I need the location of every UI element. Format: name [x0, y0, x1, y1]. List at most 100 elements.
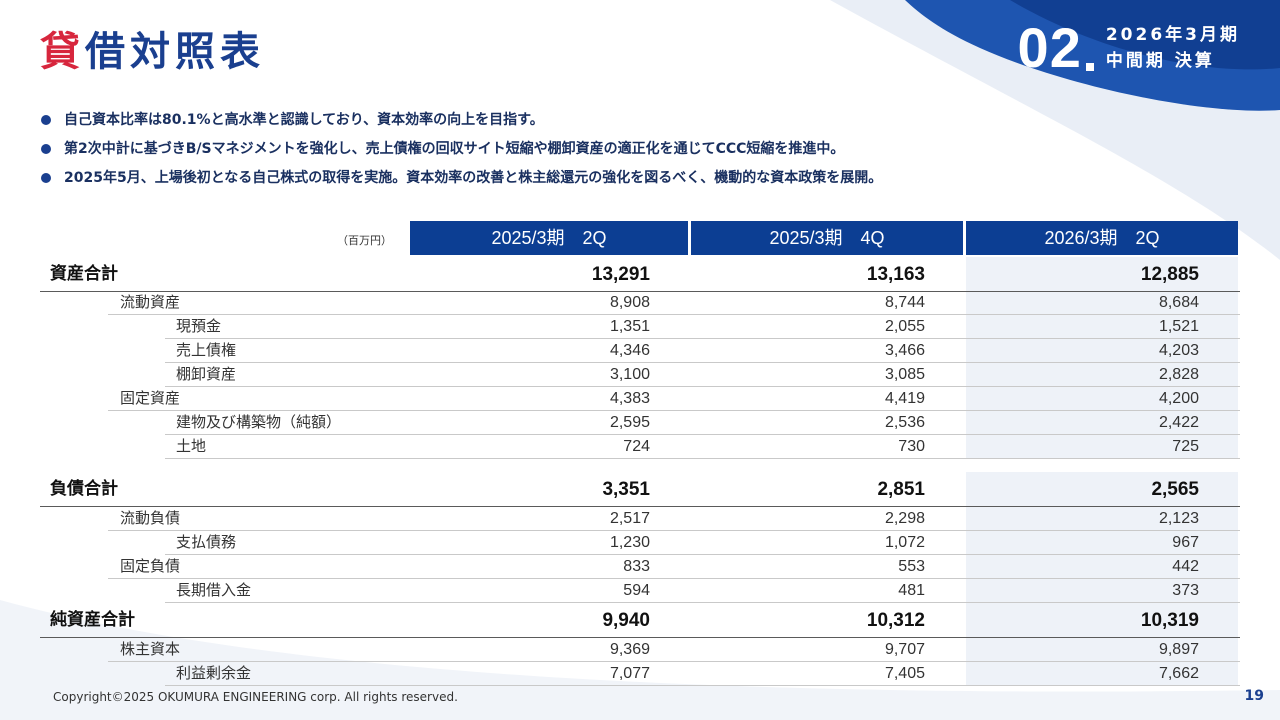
value-2025-4q: 481	[898, 582, 925, 599]
title-first-char: 貸	[40, 29, 85, 75]
value-2026-2q: 2,422	[1158, 414, 1199, 431]
value-2025-2q: 833	[623, 558, 650, 575]
value-2026-2q: 1,521	[1158, 318, 1199, 335]
value-2025-4q: 13,163	[866, 264, 925, 285]
unit-label: （百万円）	[337, 234, 392, 247]
period-badge: 02 2026年3月期 中間期 決算	[1018, 20, 1240, 76]
row-label: 長期借入金	[176, 581, 252, 599]
row-label: 純資産合計	[50, 610, 135, 630]
table-row: 現預金 1,351 2,055 1,521	[165, 315, 1240, 339]
value-2025-2q: 8,908	[609, 294, 650, 311]
value-2025-2q: 724	[623, 438, 650, 455]
value-2026-2q: 2,565	[1151, 479, 1199, 500]
value-2026-2q: 2,123	[1158, 510, 1199, 527]
value-2025-2q: 2,595	[609, 414, 650, 431]
column-header: 2025/3期 4Q	[691, 221, 963, 255]
value-2025-4q: 4,419	[884, 390, 925, 407]
bullet-item: 2025年5月、上場後初となる自己株式の取得を実施。資本効率の改善と株主総還元の…	[40, 164, 882, 193]
row-label: 流動負債	[120, 509, 181, 527]
section-number: 02	[1017, 16, 1082, 79]
total-row: 純資産合計 9,940 10,312 10,319	[40, 603, 1240, 638]
period-line1: 2026年3月期	[1105, 25, 1240, 45]
row-label: 支払債務	[176, 533, 237, 551]
value-2025-4q: 9,707	[884, 641, 925, 658]
value-2025-2q: 4,383	[609, 390, 650, 407]
value-2025-4q: 2,298	[884, 510, 925, 527]
row-label: 流動資産	[120, 293, 181, 311]
table-row: 売上債権 4,346 3,466 4,203	[165, 339, 1240, 363]
value-2026-2q: 7,662	[1158, 665, 1199, 682]
row-label: 現預金	[176, 317, 222, 335]
value-2025-4q: 2,536	[884, 414, 925, 431]
value-2026-2q: 442	[1172, 558, 1199, 575]
column-header: 2025/3期 2Q	[410, 221, 688, 255]
row-label: 株主資本	[120, 640, 181, 658]
value-2025-4q: 2,055	[884, 318, 925, 335]
value-2025-4q: 10,312	[866, 610, 925, 631]
row-label: 負債合計	[50, 479, 118, 499]
table-row: 株主資本 9,369 9,707 9,897	[108, 638, 1240, 662]
value-2026-2q: 9,897	[1158, 641, 1199, 658]
value-2025-4q: 553	[898, 558, 925, 575]
highlight-band	[966, 257, 1238, 458]
title-rest: 借対照表	[85, 29, 265, 75]
value-2025-4q: 730	[898, 438, 925, 455]
row-label: 固定資産	[120, 389, 181, 407]
highlight-band	[966, 472, 1238, 686]
table-row: 支払債務 1,230 1,072 967	[165, 531, 1240, 555]
bullet-item: 自己資本比率は80.1%と高水準と認識しており、資本効率の向上を目指す。	[40, 106, 882, 135]
value-2025-2q: 13,291	[591, 264, 650, 285]
value-2025-4q: 7,405	[884, 665, 925, 682]
value-2026-2q: 4,203	[1158, 342, 1199, 359]
table-row: 固定負債 833 553 442	[108, 555, 1240, 579]
value-2026-2q: 373	[1172, 582, 1199, 599]
value-2026-2q: 8,684	[1158, 294, 1199, 311]
table-row: 棚卸資産 3,100 3,085 2,828	[165, 363, 1240, 387]
value-2025-2q: 9,940	[602, 610, 650, 631]
value-2025-2q: 3,100	[609, 366, 650, 383]
value-2026-2q: 725	[1172, 438, 1199, 455]
section-dot	[1085, 63, 1094, 71]
value-2025-2q: 1,351	[609, 318, 650, 335]
value-2025-4q: 3,466	[884, 342, 925, 359]
row-label: 土地	[176, 437, 207, 455]
value-2025-2q: 2,517	[609, 510, 650, 527]
table-row: 流動資産 8,908 8,744 8,684	[108, 291, 1240, 315]
page-title: 貸借対照表	[40, 32, 265, 72]
value-2026-2q: 10,319	[1140, 610, 1199, 631]
value-2025-4q: 3,085	[884, 366, 925, 383]
value-2025-2q: 7,077	[609, 665, 650, 682]
bullet-item: 第2次中計に基づきB/Sマネジメントを強化し、売上債権の回収サイト短縮や棚卸資産…	[40, 135, 882, 164]
row-label: 棚卸資産	[176, 365, 237, 383]
value-2025-2q: 4,346	[609, 342, 650, 359]
copyright: Copyright©2025 OKUMURA ENGINEERING corp.…	[53, 690, 458, 704]
summary-bullets: 自己資本比率は80.1%と高水準と認識しており、資本効率の向上を目指す。 第2次…	[40, 106, 882, 193]
table-row: 土地 724 730 725	[165, 435, 1240, 459]
value-2026-2q: 2,828	[1158, 366, 1199, 383]
value-2025-2q: 594	[623, 582, 650, 599]
table-row: 流動負債 2,517 2,298 2,123	[108, 507, 1240, 531]
value-2025-2q: 9,369	[609, 641, 650, 658]
table-row: 長期借入金 594 481 373	[165, 579, 1240, 603]
row-label: 資産合計	[50, 264, 118, 284]
table-row: 建物及び構築物（純額） 2,595 2,536 2,422	[165, 411, 1240, 435]
value-2025-4q: 8,744	[884, 294, 925, 311]
table-row: 固定資産 4,383 4,419 4,200	[108, 387, 1240, 411]
value-2025-2q: 1,230	[609, 534, 650, 551]
value-2025-2q: 3,351	[602, 479, 650, 500]
value-2025-4q: 2,851	[877, 479, 925, 500]
row-label: 売上債権	[176, 341, 237, 359]
period-line2: 中間期 決算	[1105, 51, 1215, 71]
value-2026-2q: 12,885	[1140, 264, 1199, 285]
total-row: 負債合計 3,351 2,851 2,565	[40, 472, 1240, 507]
value-2026-2q: 4,200	[1158, 390, 1199, 407]
row-label: 固定負債	[120, 557, 181, 575]
value-2026-2q: 967	[1172, 534, 1199, 551]
row-label: 利益剰余金	[176, 664, 252, 682]
table-row: 利益剰余金 7,077 7,405 7,662	[165, 662, 1240, 686]
page-number: 19	[1244, 688, 1264, 704]
total-row: 資産合計 13,291 13,163 12,885	[40, 257, 1240, 292]
value-2025-4q: 1,072	[884, 534, 925, 551]
row-label: 建物及び構築物（純額）	[176, 413, 342, 431]
